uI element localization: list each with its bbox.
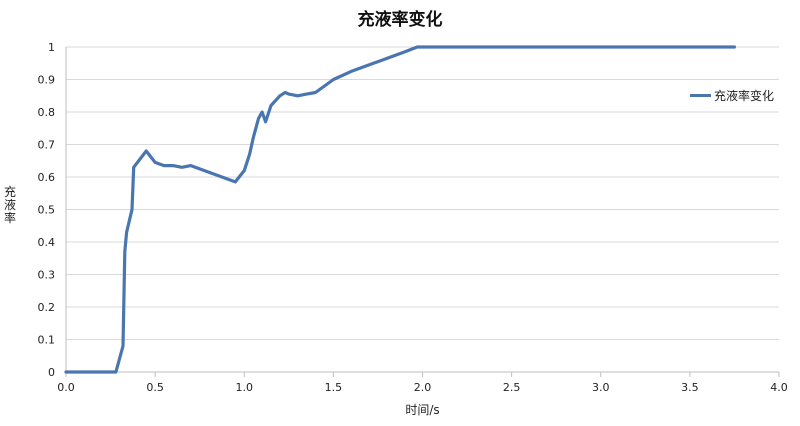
- x-tick-label: 3.0: [592, 381, 610, 394]
- x-tick-label: 1.5: [325, 381, 343, 394]
- x-tick-labels: 0.0 0.5 1.0 1.5 2.0 2.5 3.0 3.5 4.0: [57, 381, 788, 394]
- x-tick-label: 1.0: [236, 381, 254, 394]
- y-tick-label: 0.2: [38, 301, 56, 314]
- x-tick-label: 0.0: [57, 381, 75, 394]
- legend: 充液率变化: [690, 87, 774, 104]
- y-tick-label: 0.3: [38, 269, 56, 282]
- y-tick-labels: 0 0.1 0.2 0.3 0.4 0.5 0.6 0.7 0.8 0.9 1: [38, 41, 56, 379]
- axes: [66, 47, 779, 377]
- x-tick-label: 4.0: [770, 381, 788, 394]
- y-tick-label: 0: [48, 366, 55, 379]
- y-tick-label: 0.8: [38, 106, 56, 119]
- y-tick-label: 0.6: [38, 171, 56, 184]
- y-axis-label: 充液率: [4, 186, 18, 225]
- legend-swatch: [690, 94, 711, 97]
- y-tick-label: 0.5: [38, 204, 56, 217]
- y-tick-label: 0.9: [38, 74, 56, 87]
- legend-label: 充液率变化: [714, 87, 774, 104]
- gridlines: [66, 47, 779, 340]
- y-tick-label: 0.7: [38, 139, 56, 152]
- x-tick-label: 3.5: [681, 381, 699, 394]
- x-tick-label: 2.0: [414, 381, 432, 394]
- y-tick-label: 0.4: [38, 236, 56, 249]
- y-tick-label: 0.1: [38, 334, 56, 347]
- y-tick-label: 1: [48, 41, 55, 54]
- x-tick-label: 0.5: [146, 381, 164, 394]
- x-tick-label: 2.5: [503, 381, 521, 394]
- x-axis-label: 时间/s: [0, 401, 800, 418]
